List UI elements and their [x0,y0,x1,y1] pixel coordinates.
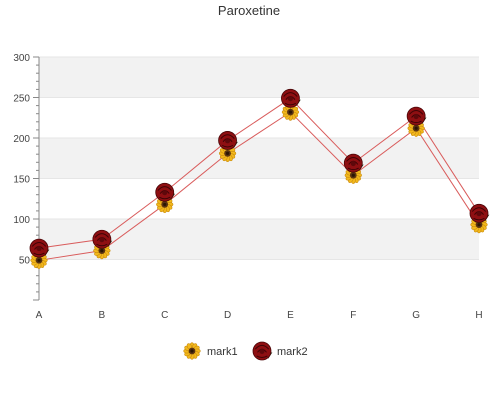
x-tick-label: H [475,310,482,321]
y-tick-label: 50 [19,256,31,267]
grid-band [39,219,479,260]
x-tick-label: C [161,310,168,321]
legend-marker-mark1 [183,342,201,360]
grid-band [39,138,479,179]
legend-label: mark2 [277,346,308,358]
point-mark2-F [343,153,364,173]
legend-label: mark1 [207,346,238,358]
point-mark2-C [155,182,176,202]
point-mark2-A [29,238,50,258]
y-tick-label: 200 [13,134,30,145]
x-tick-label: B [99,310,106,321]
point-mark2-E [281,88,301,108]
x-tick-label: A [36,310,43,321]
point-mark2-H [469,203,490,223]
y-tick-label: 100 [13,215,30,226]
grid-bands [39,56,479,260]
series-line-mark2 [38,97,480,249]
legend-marker-mark2 [252,341,273,361]
point-mark2-G [406,106,427,126]
point-mark2-D [218,131,238,150]
y-tick-label: 300 [13,53,30,64]
series-markers [29,88,490,269]
point-mark1-A [30,251,48,269]
point-mark2-B [92,229,113,249]
legend: mark1 mark2 [183,341,308,361]
y-tick-label: 250 [13,94,30,105]
x-tick-label: F [350,310,356,321]
chart-title: Paroxetine [218,3,280,18]
x-tick-label: G [412,310,420,321]
x-tick-label: D [224,310,231,321]
series-lines [38,97,480,261]
point-mark1-C [156,195,174,214]
grid-band [39,57,479,98]
series-line-mark1 [38,111,480,261]
y-tick-label: 150 [13,175,30,186]
x-tick-label: E [287,310,294,321]
